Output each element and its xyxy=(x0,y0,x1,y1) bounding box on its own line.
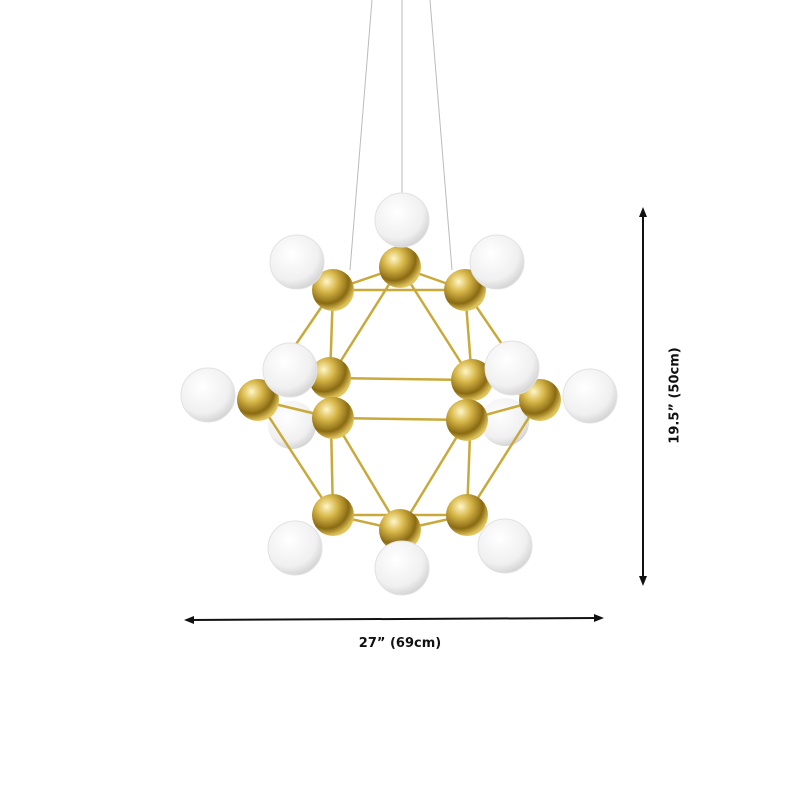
frame-rod xyxy=(331,417,402,531)
gold-joint-sphere xyxy=(312,494,354,536)
light-bulb xyxy=(484,340,540,396)
gold-joint-sphere xyxy=(312,397,354,439)
gold-joint-sphere xyxy=(446,399,488,441)
gold-joint-sphere xyxy=(379,246,421,288)
arrow-head-up xyxy=(639,207,647,217)
frame-rod xyxy=(465,399,542,516)
gold-joint-sphere xyxy=(519,379,561,421)
gold-joint-sphere xyxy=(312,269,354,311)
light-bulb xyxy=(262,342,318,398)
frame-rod xyxy=(398,419,469,531)
arrow-head-left xyxy=(184,616,194,624)
back-layer xyxy=(268,398,529,449)
width-arrow-line xyxy=(189,617,599,621)
frame-rod xyxy=(398,266,474,381)
suspension-wires xyxy=(349,0,453,271)
arrow-head-right xyxy=(594,614,604,622)
gold-joint-sphere xyxy=(309,357,351,399)
gold-joint-sphere xyxy=(446,494,488,536)
light-bulb xyxy=(267,520,323,576)
light-bulb xyxy=(269,234,325,290)
light-bulb xyxy=(477,518,533,574)
light-bulb xyxy=(268,401,316,449)
light-bulb xyxy=(374,192,430,248)
frame-rod xyxy=(256,399,335,516)
frame-rod xyxy=(328,266,402,379)
frame-rod xyxy=(329,376,473,382)
suspension-wire xyxy=(349,0,373,271)
front-layer xyxy=(180,192,618,596)
light-bulb xyxy=(469,234,525,290)
width-dimension-label: 27” (69cm) xyxy=(358,636,442,651)
frame-rods xyxy=(256,265,542,532)
gold-joint-sphere xyxy=(444,269,486,311)
gold-joint-sphere xyxy=(379,509,421,551)
gold-joint-sphere xyxy=(237,379,279,421)
frame-rod xyxy=(332,416,468,422)
light-bulb xyxy=(180,367,236,423)
suspension-wire xyxy=(429,0,453,271)
dimension-arrows xyxy=(184,207,647,624)
light-bulb xyxy=(562,368,618,424)
light-bulb xyxy=(374,540,430,596)
height-dimension-label: 19.5” (50cm) xyxy=(667,347,683,444)
gold-joint-sphere xyxy=(451,359,493,401)
arrow-head-down xyxy=(639,576,647,586)
